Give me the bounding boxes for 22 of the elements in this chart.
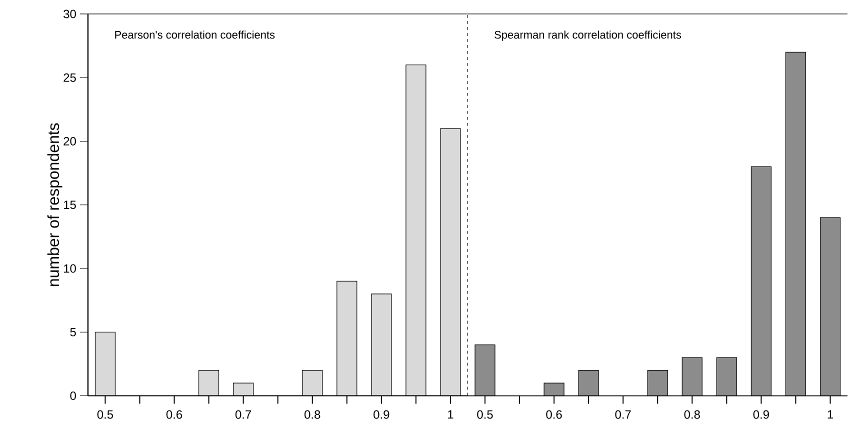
x-tick-label: 0.7 [235, 410, 252, 419]
x-tick-label: 1 [448, 410, 454, 419]
x-tick-label: 0.6 [546, 410, 562, 419]
x-tick-label: 0.6 [166, 410, 182, 419]
y-tick-label: 20 [64, 137, 76, 146]
y-tick-label: 10 [64, 264, 76, 273]
x-tick-label: 0.5 [97, 410, 114, 419]
y-tick-label: 25 [64, 73, 76, 82]
x-tick-label: 0.9 [374, 410, 390, 419]
y-tick-label: 15 [64, 200, 76, 210]
x-tick-label: 0.7 [615, 410, 631, 419]
y-tick-label: 0 [70, 392, 76, 400]
x-tick-label: 0.9 [753, 410, 769, 419]
text: Pearson's correlation coefficients [115, 30, 275, 39]
text: Spearman rank correlation coefficients [494, 30, 682, 41]
x-tick-label: 0.5 [477, 410, 493, 419]
x-tick-label: 1 [828, 410, 833, 419]
y-tick-label: 5 [70, 328, 76, 336]
x-tick-label: 0.8 [304, 410, 320, 419]
y-axis-title: number of respondents [47, 123, 62, 286]
y-tick-label: 30 [64, 10, 76, 18]
x-tick-label: 0.8 [684, 410, 700, 419]
